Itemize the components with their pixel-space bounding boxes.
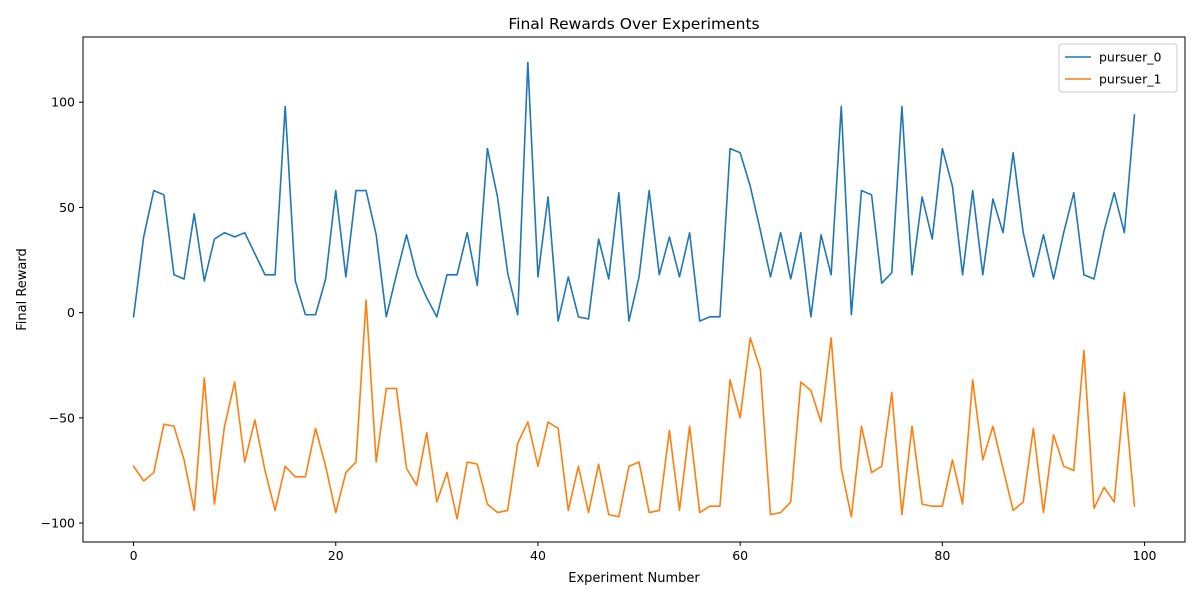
x-tick-label: 60	[732, 548, 748, 563]
series-line-pursuer-1	[132, 299, 1136, 520]
legend-label: pursuer_1	[1099, 72, 1161, 87]
series-layer	[132, 61, 1136, 520]
x-tick-label: 0	[130, 548, 138, 563]
y-axis-title: Final Reward	[15, 248, 30, 331]
x-axis-title: Experiment Number	[568, 571, 700, 586]
y-tick-label: 50	[59, 200, 75, 215]
x-tick-label: 20	[328, 548, 344, 563]
legend-label: pursuer_0	[1099, 50, 1162, 65]
x-tick-label: 80	[934, 548, 950, 563]
y-tick-label: −100	[41, 516, 75, 531]
plot-area	[83, 37, 1185, 542]
x-tick-label: 100	[1133, 548, 1157, 563]
legend-box	[1058, 43, 1178, 93]
chart-title: Final Rewards Over Experiments	[508, 15, 759, 33]
y-tick-label: 100	[51, 95, 75, 110]
x-tick-label: 40	[530, 548, 546, 563]
series-line-pursuer-0	[132, 61, 1136, 322]
y-tick-label: −50	[49, 410, 75, 425]
plot-frame	[82, 36, 1186, 543]
y-axis: −100 −50 0 50 100	[41, 95, 83, 531]
x-axis: 0 20 40 60 80 100	[130, 542, 1157, 563]
y-tick-label: 0	[67, 305, 75, 320]
legend: pursuer_0 pursuer_1	[1058, 43, 1178, 93]
